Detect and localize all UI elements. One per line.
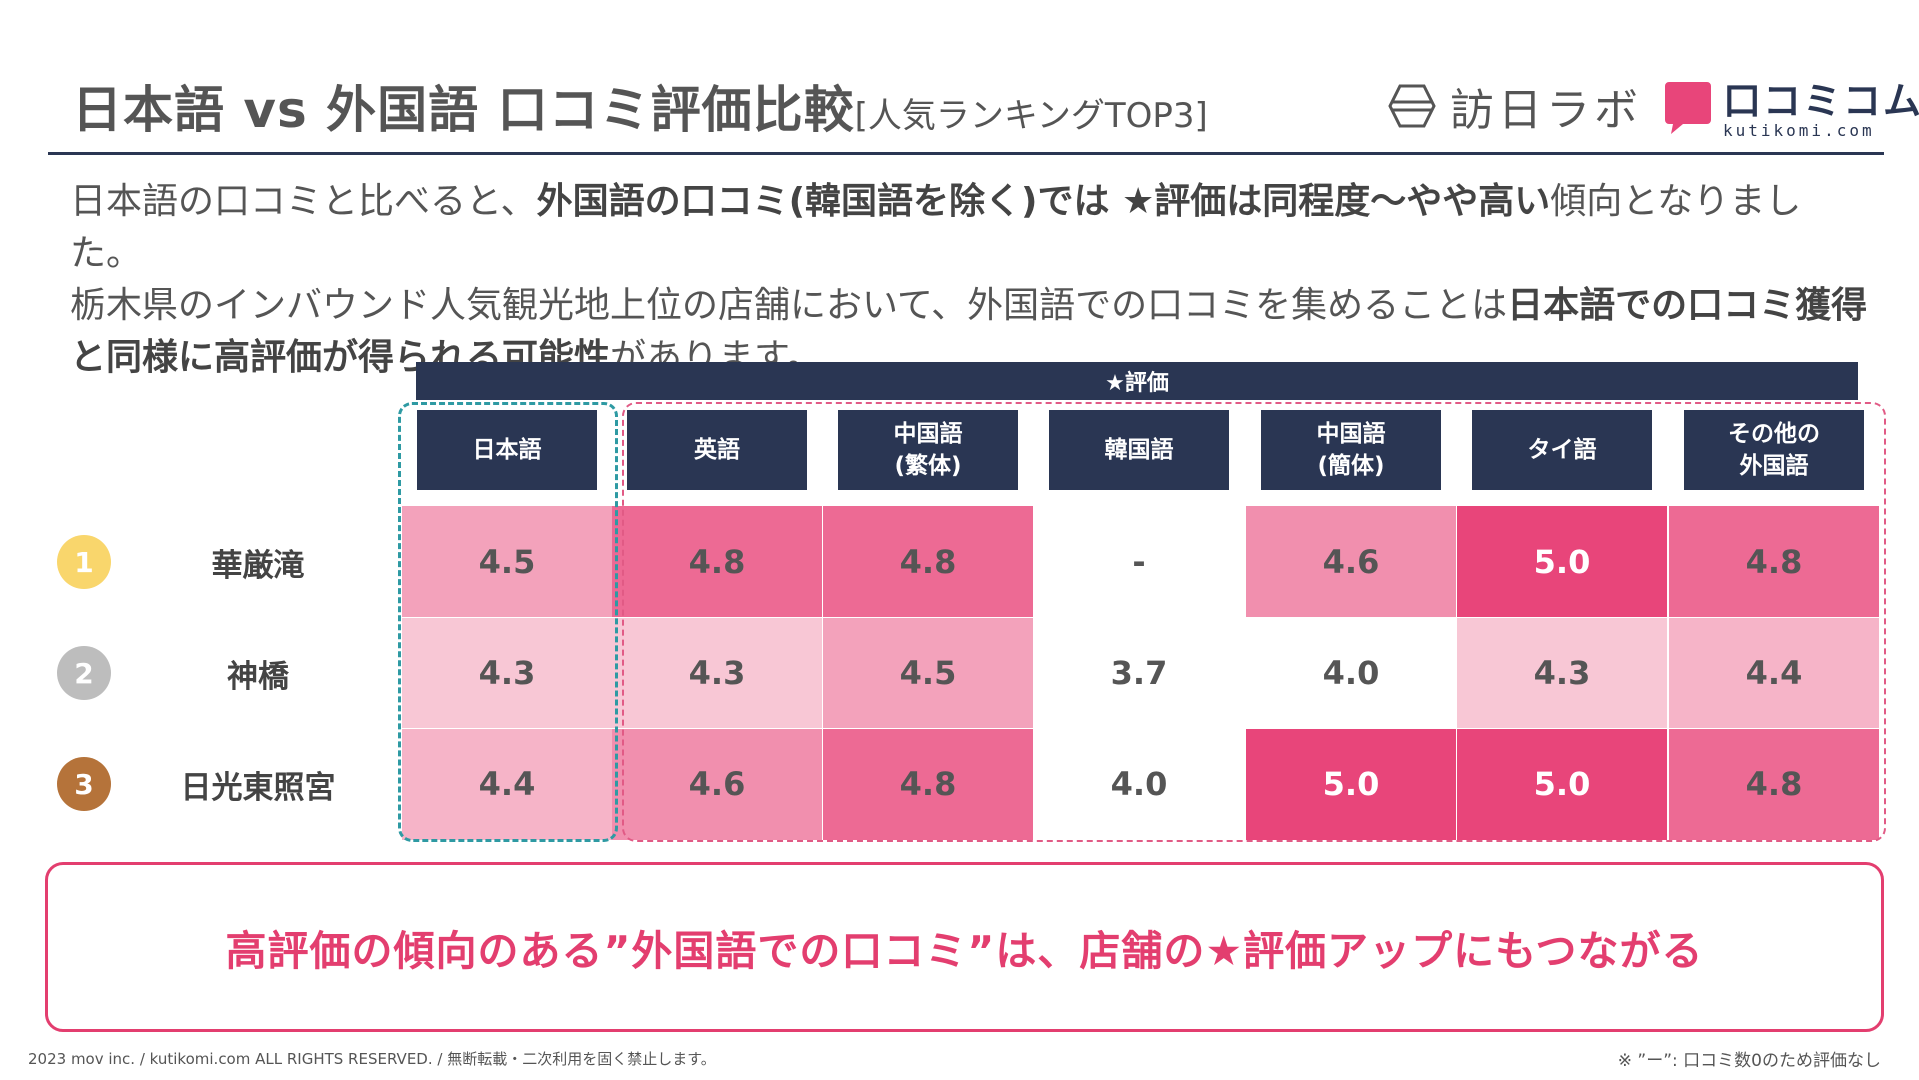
column-header-line: 韓国語	[1104, 437, 1174, 463]
column-header-label: その他の 外国語	[1728, 418, 1820, 482]
kutikomi-logo-text: 口コミコム	[1723, 79, 1919, 123]
title-divider	[48, 152, 1884, 155]
column-header: 英語	[627, 410, 807, 490]
houjin-lab-logo-text: 訪日ラボ	[1450, 85, 1642, 136]
row-separator	[402, 728, 1879, 729]
rating-cell: 4.3	[402, 617, 612, 729]
rating-cell: 4.8	[823, 506, 1033, 618]
rating-cell: 4.0	[1322, 654, 1380, 692]
title-main: 日本語 vs 外国語 口コミ評価比較	[72, 81, 855, 139]
column-header: 韓国語	[1049, 410, 1229, 490]
column-header-line: (繁体)	[894, 453, 962, 479]
title-subtitle: [人気ランキングTOP3]	[854, 96, 1208, 136]
speech-bubble-icon	[1665, 82, 1711, 134]
spot-name: 日光東照宮	[180, 770, 336, 806]
column-header: 中国語 (繁体)	[838, 410, 1018, 490]
rating-cell: 4.8	[1669, 506, 1879, 618]
rank-badge: 3	[57, 757, 111, 811]
rating-cell: 4.8	[612, 506, 822, 618]
rank-badge: 2	[57, 646, 111, 700]
column-header-label: 中国語 (簡体)	[1317, 418, 1386, 482]
rating-cell: 4.0	[1110, 765, 1168, 803]
column-header-label: 中国語 (繁体)	[894, 418, 963, 482]
rating-cell: 4.8	[1669, 728, 1879, 840]
page-title: 日本語 vs 外国語 口コミ評価比較[人気ランキングTOP3]	[72, 70, 1208, 142]
rating-cell: 4.6	[612, 728, 822, 840]
column-header-line: タイ語	[1527, 437, 1597, 463]
kutikomi-logo: 口コミコム kutikomi.com	[1665, 80, 1919, 140]
intro-paragraph: 日本語の口コミと比べると、外国語の口コミ(韓国語を除く)では ★評価は同程度〜や…	[70, 176, 1870, 384]
rating-cell: 4.4	[402, 728, 612, 840]
intro-text-1: 日本語の口コミと比べると、	[70, 181, 537, 222]
rank-badge: 1	[57, 535, 111, 589]
rating-cell: 4.4	[1669, 617, 1879, 729]
footnote: ※ ”ー”: 口コミ数0のため評価なし	[1617, 1051, 1881, 1071]
column-header-line: 中国語	[893, 421, 963, 447]
rating-cell: 4.3	[612, 617, 822, 729]
column-header-line: 日本語	[472, 437, 542, 463]
column-header-line: その他の	[1728, 421, 1820, 447]
intro-bold-1: 外国語の口コミ(韓国語を除く)では ★評価は同程度〜やや高い	[536, 181, 1551, 222]
spot-name: 神橋	[227, 659, 289, 695]
rating-cell: -	[1132, 543, 1146, 581]
column-header: 日本語	[417, 410, 597, 490]
rating-cell: 4.3	[1457, 617, 1667, 729]
rating-cell: 4.6	[1246, 506, 1456, 618]
column-header-line: 外国語	[1739, 453, 1809, 479]
kutikomi-logo-url: kutikomi.com	[1723, 121, 1875, 140]
column-header-label: 英語	[694, 434, 740, 466]
rating-cell: 5.0	[1457, 728, 1667, 840]
intro-text-2: 傾向となりました。	[70, 181, 1802, 274]
rating-header: ★評価	[416, 362, 1858, 400]
row-separator	[402, 617, 1879, 618]
column-header-label: タイ語	[1528, 434, 1597, 466]
rating-cell: 4.5	[823, 617, 1033, 729]
column-header-line: 英語	[694, 437, 740, 463]
rating-cell: 5.0	[1246, 728, 1456, 840]
column-header: 中国語 (簡体)	[1261, 410, 1441, 490]
rating-cell: 4.5	[402, 506, 612, 618]
spot-name: 華厳滝	[211, 548, 305, 584]
copyright-footer: 2023 mov inc. / kutikomi.com ALL RIGHTS …	[28, 1050, 716, 1068]
column-header: その他の 外国語	[1684, 410, 1864, 490]
foreign-columns-highlight	[622, 402, 1886, 842]
intro-text-3: 栃木県のインバウンド人気観光地上位の店舗において、外国語での口コミを集めることは	[70, 285, 1508, 326]
column-header-line: 中国語	[1316, 421, 1386, 447]
houjin-lab-mark-icon	[1388, 84, 1436, 128]
column-header: タイ語	[1472, 410, 1652, 490]
rating-cell: 3.7	[1110, 654, 1168, 692]
column-header-line: (簡体)	[1317, 453, 1385, 479]
japanese-column-highlight	[398, 402, 618, 842]
column-header-label: 韓国語	[1105, 434, 1174, 466]
rating-cell: 5.0	[1457, 506, 1667, 618]
column-header-label: 日本語	[473, 434, 542, 466]
rating-cell: 4.8	[823, 728, 1033, 840]
conclusion-callout: 高評価の傾向のある”外国語での口コミ”は、店舗の★評価アップにもつながる	[45, 862, 1884, 1032]
houjin-lab-logo: 訪日ラボ	[1388, 78, 1642, 136]
